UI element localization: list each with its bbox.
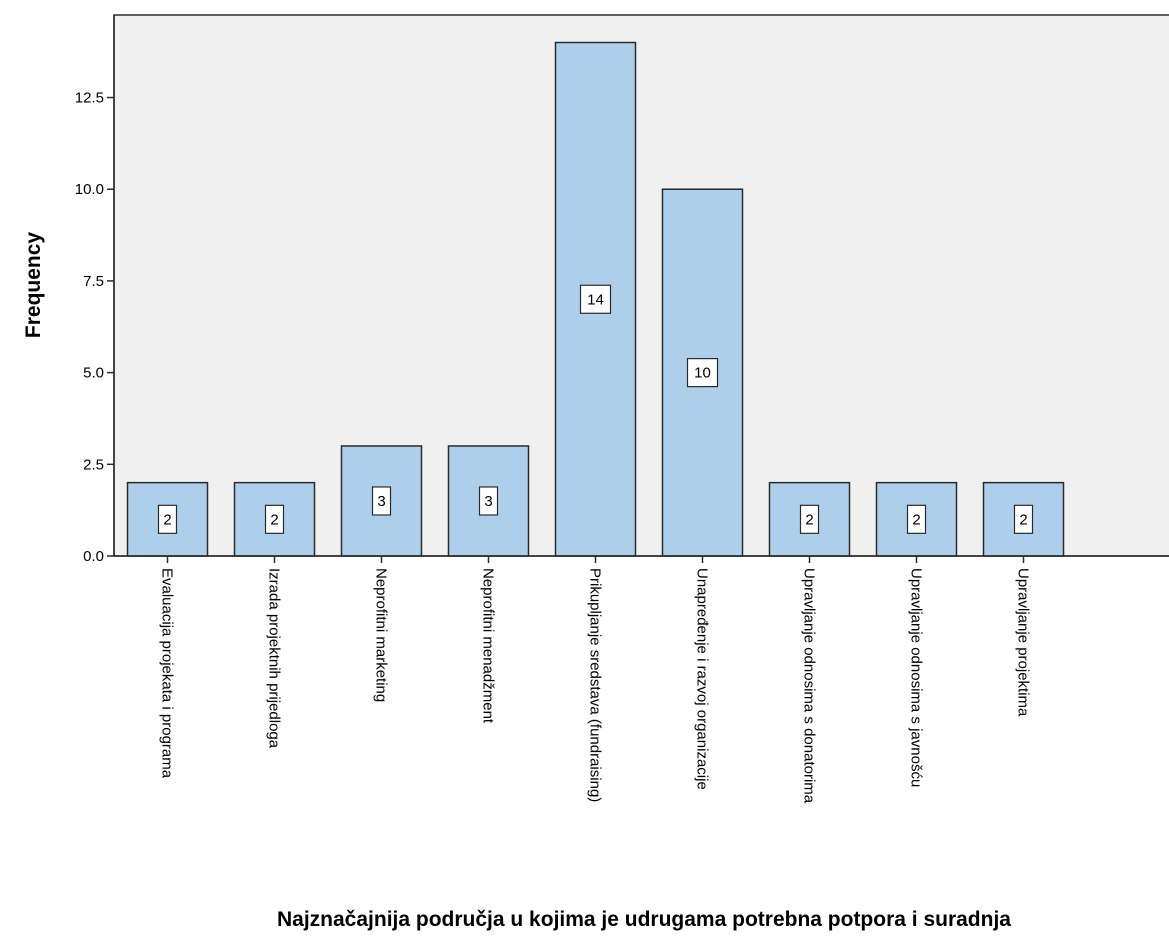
data-label-box [686,358,719,388]
data-label-box [264,504,285,534]
y-tick-label: 5.0 [83,365,104,382]
category-label: Evaluacija projekata i programa [159,568,176,779]
category-label: Izrada projektnih prijedloga [266,568,283,749]
category-label: Neprofitni marketing [373,568,390,702]
category-label: Upravljanje odnosima s donatorima [801,568,818,804]
data-label: 2 [912,511,920,528]
data-label: 2 [163,511,171,528]
bars: 2 2 3 3 14 10 2 2 2 [126,41,1065,557]
data-label: 3 [377,493,385,510]
y-tick-label: 2.5 [83,456,104,473]
y-axis-title: Frequency [22,232,45,339]
data-label: 2 [270,511,278,528]
category-label: Upravljanje projektima [1015,568,1032,717]
data-label-box [799,504,820,534]
data-label: 3 [484,493,492,510]
data-label: 10 [694,365,711,382]
y-tick-label: 7.5 [83,273,104,290]
data-label-box [478,486,499,516]
plot-area [113,14,1169,557]
data-label-box [579,284,612,314]
y-axis: 0.0 2.5 5.0 7.5 10.0 12.5 [75,15,115,565]
category-label: Neprofitni menadžment [480,568,497,724]
data-label: 2 [805,511,813,528]
x-axis-title: Najznačajnija područja u kojima je udrug… [277,908,1011,931]
data-label: 14 [587,291,604,308]
data-label-box [1013,504,1034,534]
data-label-box [371,486,392,516]
data-label: 2 [1019,511,1027,528]
category-label: Prikupljanje sredstava (fundraising) [587,568,604,802]
data-label-box [157,504,178,534]
y-tick-label: 0.0 [83,548,104,565]
data-label-box [906,504,927,534]
category-label: Upravljanje odnosima s javnošću [908,568,925,787]
category-label: Unapređenje i razvoj organizacije [694,568,711,790]
y-tick-label: 10.0 [75,181,104,198]
x-axis: Evaluacija projekata i programa Izrada pr… [114,555,1169,804]
y-tick-label: 12.5 [75,90,104,107]
